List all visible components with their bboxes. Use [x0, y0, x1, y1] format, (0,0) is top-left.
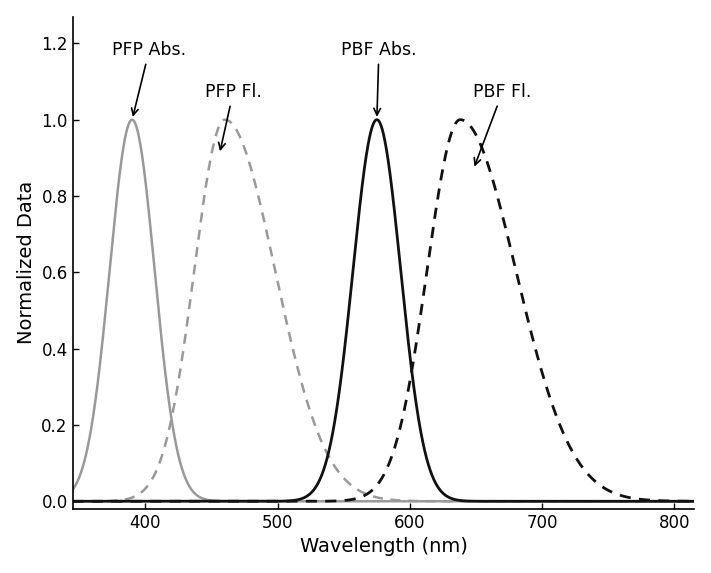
- Text: PFP Abs.: PFP Abs.: [112, 41, 186, 115]
- X-axis label: Wavelength (nm): Wavelength (nm): [299, 537, 467, 556]
- Text: PBF Abs.: PBF Abs.: [341, 41, 417, 115]
- Y-axis label: Normalized Data: Normalized Data: [16, 181, 36, 344]
- Text: PBF Fl.: PBF Fl.: [474, 83, 532, 165]
- Text: PFP Fl.: PFP Fl.: [205, 83, 262, 150]
